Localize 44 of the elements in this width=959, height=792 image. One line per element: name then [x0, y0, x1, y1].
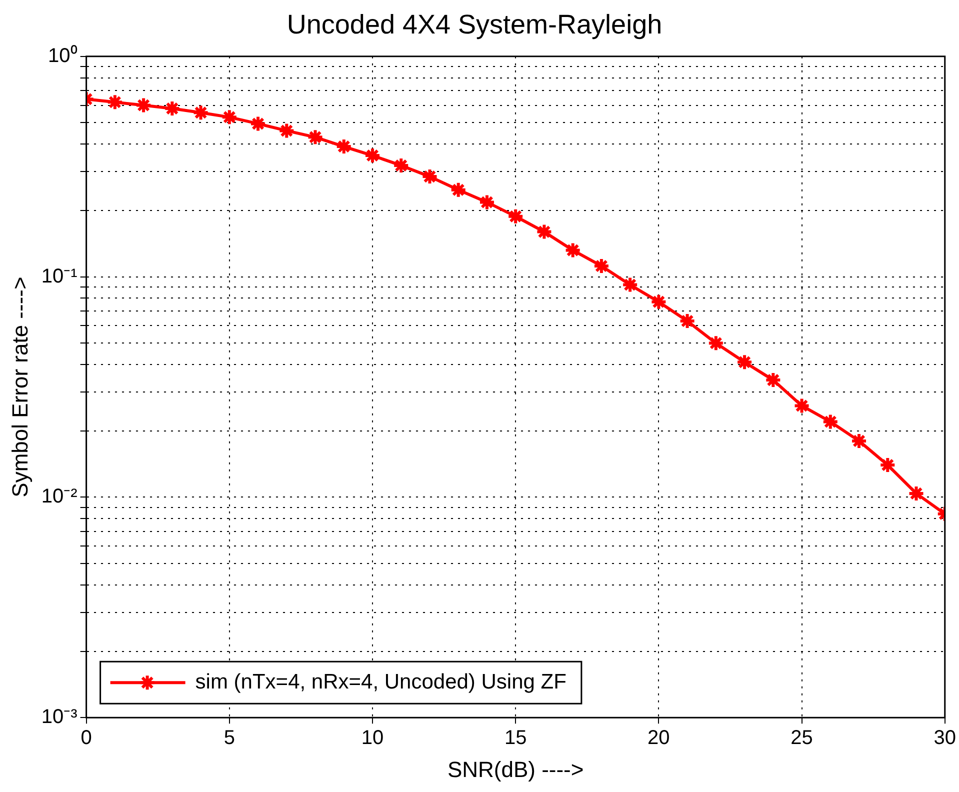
point	[564, 242, 582, 259]
point	[192, 104, 210, 122]
x-axis-title: SNR(dB) ---->	[447, 756, 584, 782]
point	[392, 156, 410, 174]
y-axis-title: Symbol Error rate ---->	[7, 276, 32, 498]
point	[478, 194, 496, 211]
point	[364, 147, 381, 164]
point	[650, 293, 668, 310]
x-tick-label: 30	[934, 727, 956, 750]
y-tick-label: 10⁰	[48, 44, 78, 67]
x-tick-label: 20	[648, 727, 670, 750]
point	[135, 96, 152, 114]
point	[421, 168, 438, 186]
point	[850, 432, 868, 450]
y-tick-label: 10⁻²	[41, 486, 78, 508]
point	[450, 181, 467, 198]
chart-title: Uncoded 4X4 System-Rayleigh	[286, 10, 662, 40]
point	[507, 208, 524, 225]
point	[106, 94, 124, 111]
point	[678, 312, 696, 330]
point	[822, 413, 839, 430]
x-tick-label: 0	[80, 727, 92, 750]
point	[220, 108, 238, 126]
point	[764, 372, 782, 389]
point	[164, 100, 181, 118]
legend-label: sim (nTx=4, nRx=4, Uncoded) Using ZF	[195, 670, 566, 694]
point	[793, 397, 810, 414]
x-tick-label: 5	[224, 727, 235, 750]
point	[592, 257, 610, 274]
point	[278, 122, 296, 140]
y-tick-label: 10⁻³	[41, 706, 78, 728]
x-tick-label: 25	[790, 727, 813, 750]
x-tick-label: 10	[361, 727, 384, 750]
point	[622, 276, 639, 294]
point	[879, 456, 896, 474]
point	[306, 128, 324, 146]
x-tick-label: 15	[504, 727, 527, 750]
point	[736, 354, 754, 371]
point	[707, 334, 724, 352]
point	[908, 484, 925, 502]
point	[335, 138, 352, 156]
point	[536, 223, 553, 240]
point	[250, 115, 267, 132]
y-tick-label: 10⁻¹	[41, 265, 78, 288]
